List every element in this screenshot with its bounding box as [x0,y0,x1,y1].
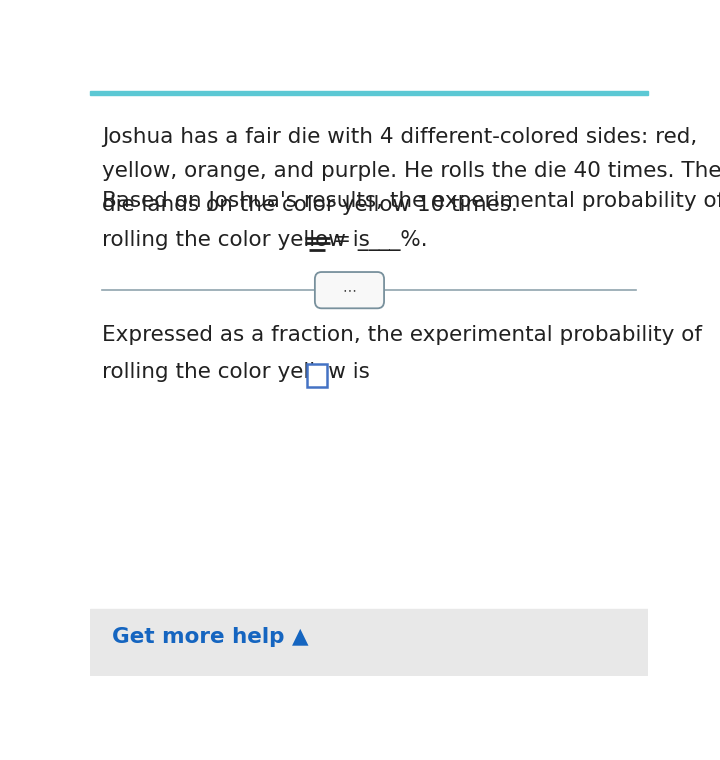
Text: die lands on the color yellow 10 times.: die lands on the color yellow 10 times. [102,195,518,215]
Text: = ____%.: = ____%. [333,230,428,252]
Text: ⋯: ⋯ [343,283,356,297]
Bar [90,609,648,676]
Text: .: . [330,362,337,382]
FancyBboxPatch shape [315,272,384,309]
Bar [90,91,648,95]
Text: rolling the color yellow is: rolling the color yellow is [102,362,370,382]
Text: Expressed as a fraction, the experimental probability of: Expressed as a fraction, the experimenta… [102,325,702,345]
Text: Joshua has a fair die with 4 different-colored sides: red,: Joshua has a fair die with 4 different-c… [102,128,698,147]
Text: Get more help ▲: Get more help ▲ [112,626,309,647]
Text: yellow, orange, and purple. He rolls the die 40 times. The: yellow, orange, and purple. He rolls the… [102,161,720,182]
FancyBboxPatch shape [307,364,327,388]
Text: rolling the color yellow is: rolling the color yellow is [102,230,370,251]
Text: Based on Joshua's results, the experimental probability of: Based on Joshua's results, the experimen… [102,191,720,211]
